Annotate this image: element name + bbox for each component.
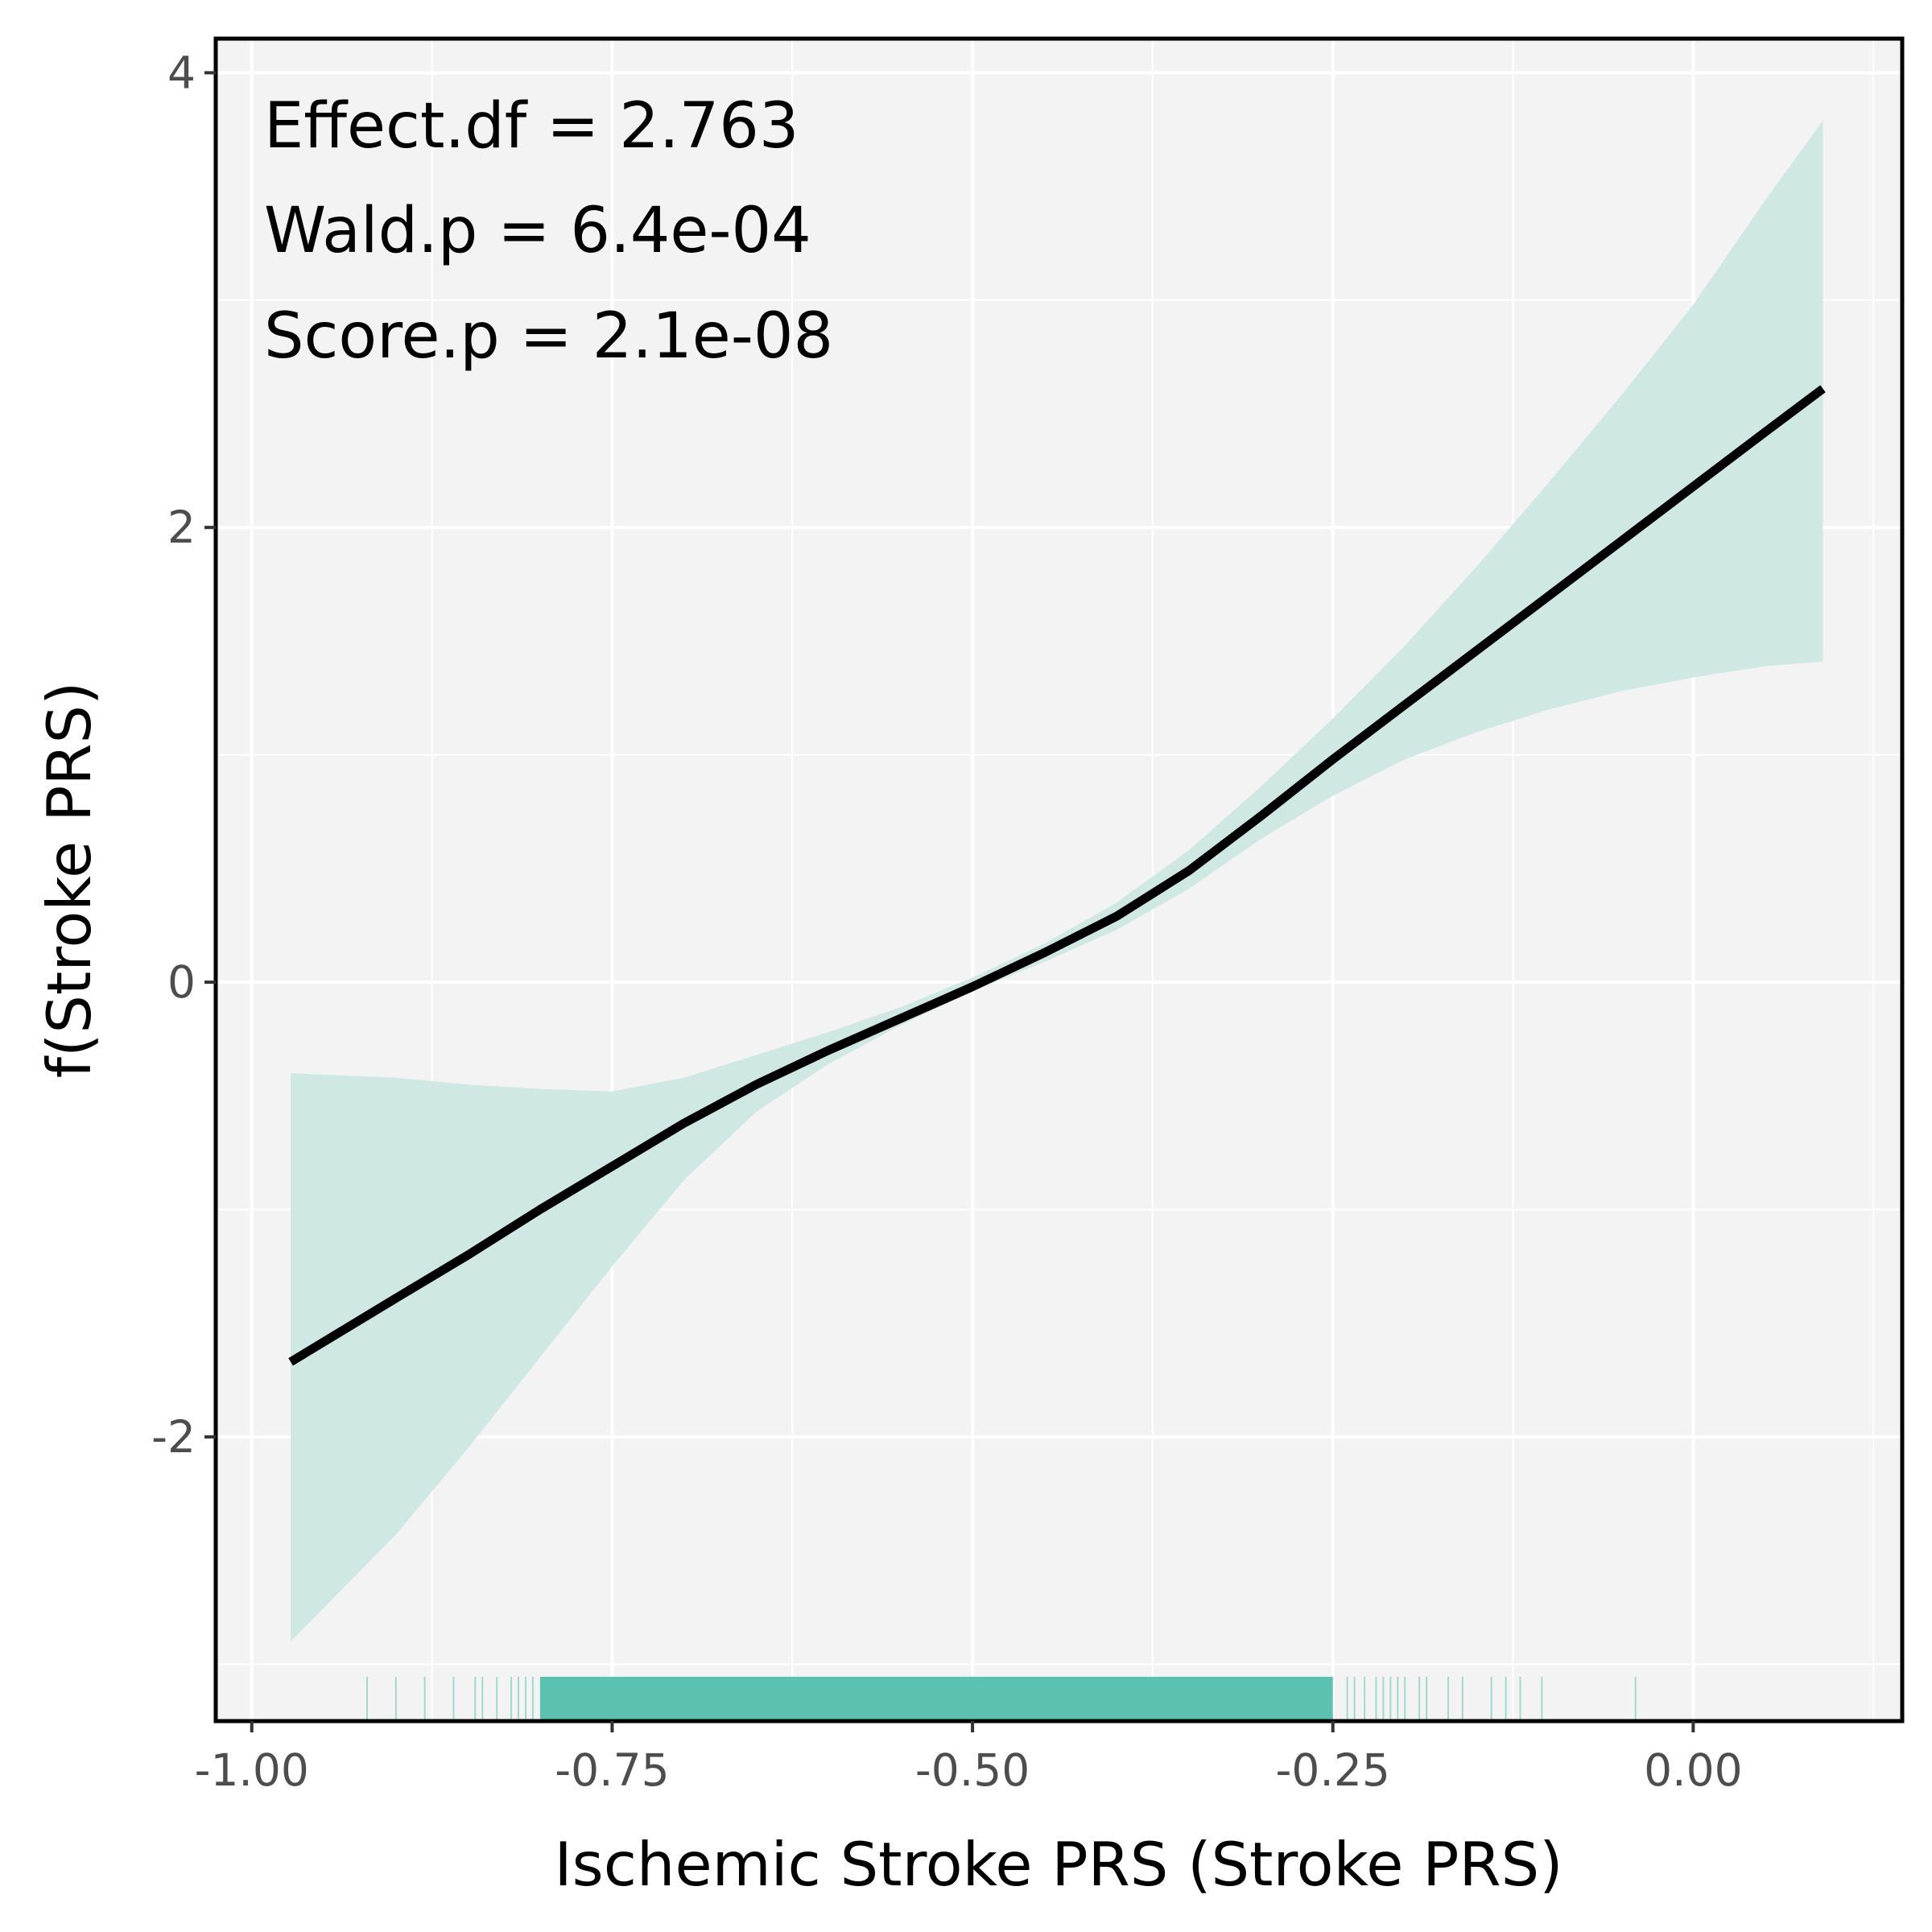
y-tick-label-1: 0: [167, 956, 196, 1008]
smooth-line: [288, 385, 1826, 1366]
y-tick-label-3: 4: [167, 47, 196, 98]
x-tick-label-2: -0.50: [915, 1744, 1030, 1796]
fit-line: [288, 385, 1826, 1366]
x-tick-label-4: 0.00: [1644, 1744, 1742, 1796]
y-tick-label-0: -2: [151, 1411, 196, 1463]
x-tick-label-3: -0.25: [1276, 1744, 1390, 1796]
y-axis-title: f(Stroke PRS): [34, 682, 105, 1079]
panel-frame: [213, 36, 1905, 1724]
x-axis-title: Ischemic Stroke PRS (Stroke PRS): [555, 1829, 1563, 1900]
x-tick-label-0: -1.00: [195, 1744, 309, 1796]
annotation-effect-df: Effect.df = 2.763: [264, 90, 799, 163]
annotation-score-p: Score.p = 2.1e-08: [264, 300, 833, 373]
rug: [366, 1677, 1637, 1721]
panel-background: [216, 39, 1902, 1721]
rug-dense-band: [539, 1677, 1333, 1721]
annotation-wald-p: Wald.p = 6.4e-04: [264, 195, 811, 267]
y-tick-label-2: 2: [167, 502, 196, 553]
x-tick-label-1: -0.75: [555, 1744, 669, 1796]
axes: -1.00 -0.75 -0.50 -0.25 0.00 -2 0 2 4: [151, 47, 1742, 1796]
